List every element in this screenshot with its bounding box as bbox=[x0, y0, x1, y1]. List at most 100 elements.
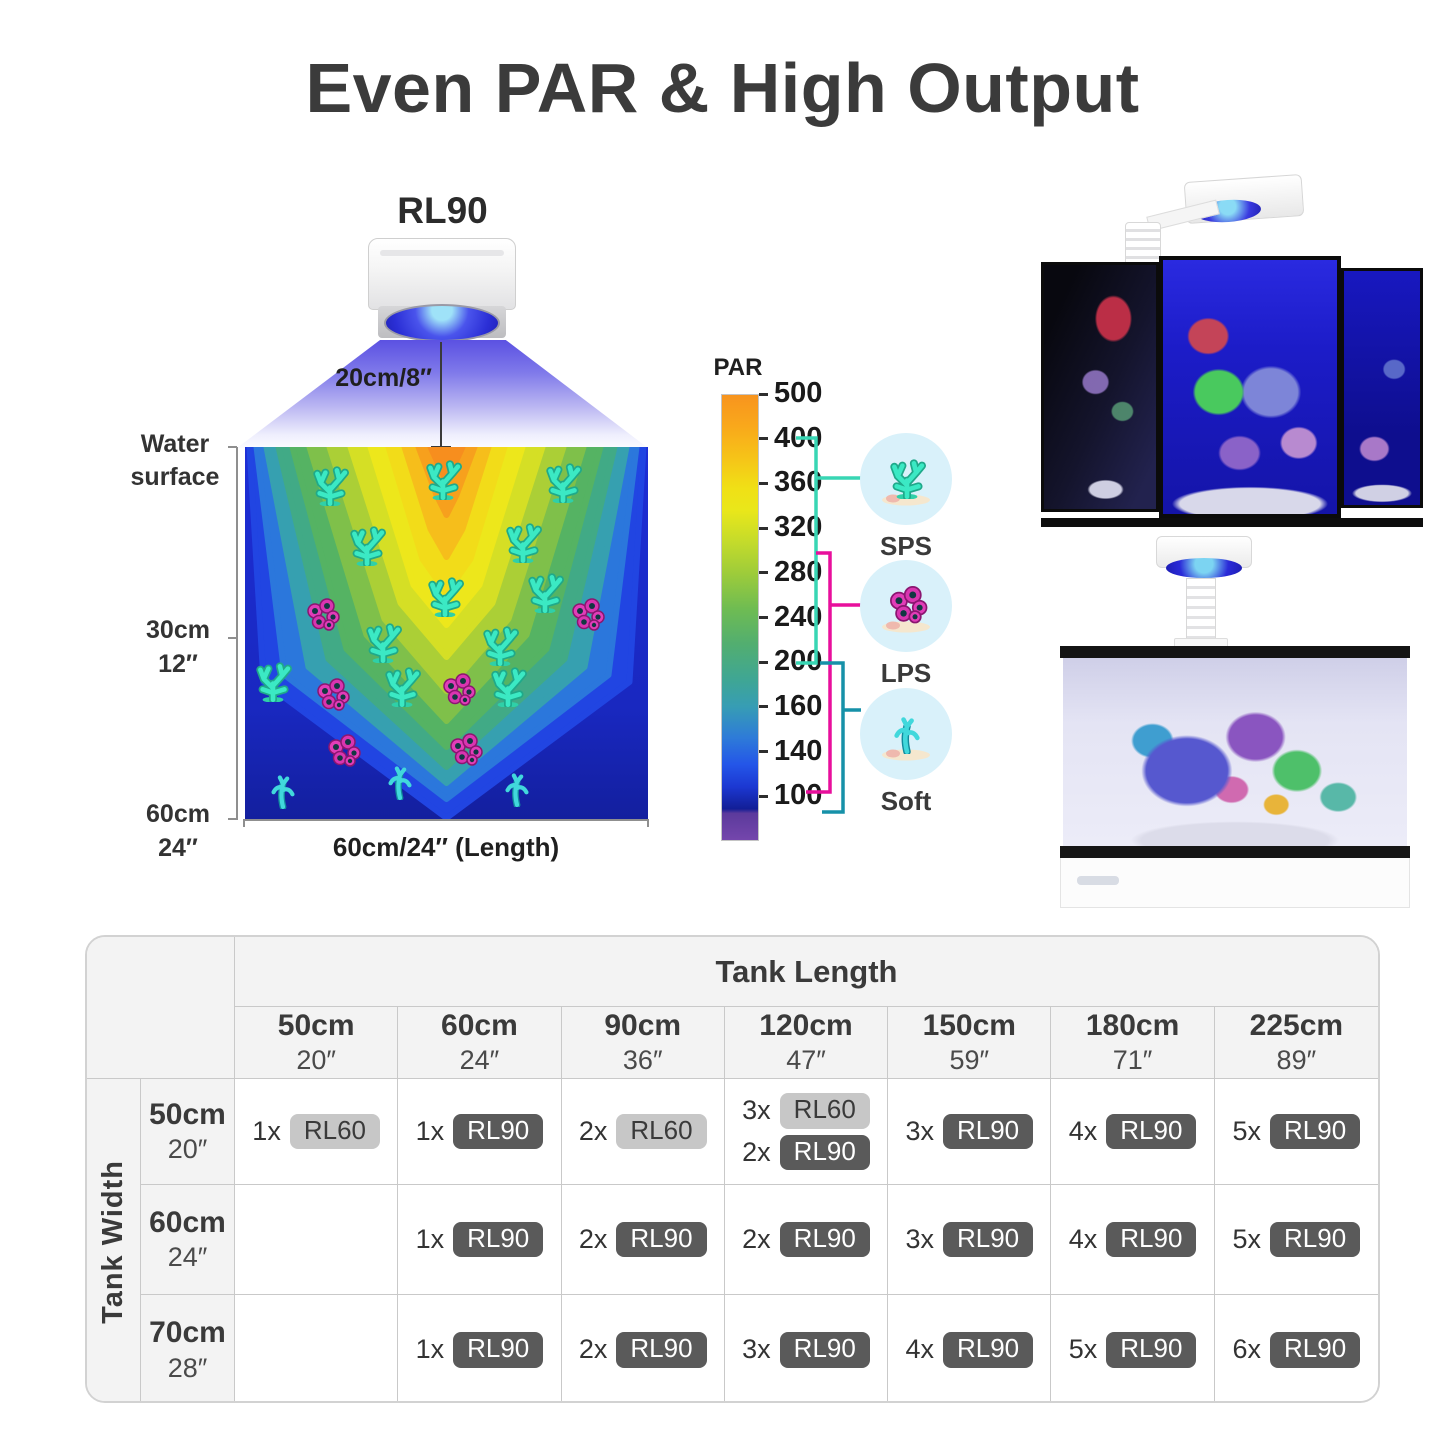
quantity: 4x bbox=[905, 1334, 934, 1365]
distance-measure-line bbox=[440, 342, 442, 448]
axis-tick bbox=[228, 818, 237, 820]
light-config: 3x RL90 bbox=[905, 1221, 1034, 1258]
quantity: 1x bbox=[415, 1334, 445, 1365]
table-cell: 3x RL60 2x RL90 bbox=[724, 1079, 889, 1185]
column-inch: 20″ bbox=[296, 1045, 336, 1076]
tank-width-label: Tank Width bbox=[97, 1160, 129, 1324]
lps-coral-icon bbox=[302, 593, 342, 633]
table-cell: 2x RL90 bbox=[561, 1295, 725, 1401]
row-inch: 20″ bbox=[167, 1134, 208, 1165]
light-lens-icon bbox=[384, 304, 500, 342]
par-tick bbox=[759, 794, 768, 798]
column-inch: 89″ bbox=[1276, 1045, 1317, 1076]
column-inch: 36″ bbox=[622, 1045, 663, 1076]
mounted-light-lens-icon bbox=[1166, 558, 1242, 578]
lps-coral-icon bbox=[438, 668, 478, 708]
coral-layer bbox=[245, 447, 648, 819]
light-config: 2x RL90 bbox=[742, 1221, 870, 1258]
light-config: 3x RL90 bbox=[742, 1332, 870, 1368]
table-cell: 1x RL90 bbox=[398, 1079, 562, 1185]
lps-coral-icon bbox=[445, 728, 485, 768]
light-config: 4x RL90 bbox=[1069, 1221, 1197, 1258]
sps-coral-icon bbox=[540, 457, 586, 503]
column-cm: 225cm bbox=[1249, 1008, 1344, 1042]
table-cell bbox=[235, 1295, 399, 1401]
quantity: 2x bbox=[742, 1136, 771, 1167]
tank-length-header: Tank Length bbox=[235, 937, 1378, 1007]
length-axis bbox=[243, 819, 649, 821]
light-config: 2x RL90 bbox=[742, 1134, 870, 1171]
light-config: 4x RL90 bbox=[905, 1332, 1034, 1368]
tank-side-panel bbox=[1041, 262, 1159, 512]
row-header-50cm: 50cm 20″ bbox=[141, 1079, 235, 1185]
sps-coral-icon bbox=[344, 520, 390, 566]
column-header-60cm: 60cm 24″ bbox=[398, 1007, 562, 1079]
par-tick bbox=[759, 616, 768, 619]
table-cell: 2x RL90 bbox=[724, 1185, 889, 1295]
model-badge-RL90: RL90 bbox=[1270, 1113, 1361, 1150]
row-cm: 60cm bbox=[149, 1205, 226, 1239]
sps-coral-icon bbox=[420, 454, 466, 500]
soft-range-bracket bbox=[820, 661, 861, 814]
par-tick bbox=[759, 526, 768, 530]
depth-inch: 24″ bbox=[158, 833, 198, 862]
sps-coral-icon bbox=[485, 661, 531, 707]
model-badge-RL90: RL90 bbox=[942, 1332, 1034, 1368]
water-surface-label: Water surface bbox=[130, 430, 220, 491]
par-tick bbox=[759, 481, 768, 485]
lps-label: LPS bbox=[880, 658, 932, 688]
axis-tick bbox=[228, 637, 237, 639]
quantity: 2x bbox=[578, 1334, 608, 1365]
column-inch: 59″ bbox=[949, 1045, 990, 1076]
axis-tick bbox=[228, 446, 237, 448]
coral-scene bbox=[1344, 271, 1420, 505]
tank-front-panel bbox=[1159, 256, 1341, 518]
light-config: 6x RL90 bbox=[1233, 1332, 1361, 1368]
model-badge-RL90: RL90 bbox=[616, 1332, 707, 1368]
quantity: 2x bbox=[578, 1115, 608, 1146]
sps-coral-icon bbox=[500, 517, 546, 563]
light-config: 1x RL60 bbox=[252, 1113, 380, 1150]
tank-glass bbox=[1063, 658, 1407, 846]
quantity: 5x bbox=[1232, 1223, 1262, 1254]
depth-60cm-label: 60cm 24″ bbox=[136, 798, 220, 866]
column-header-180cm: 180cm 71″ bbox=[1051, 1007, 1215, 1079]
mounting-distance-label: 20cm/8″ bbox=[335, 364, 432, 392]
sps-label: SPS bbox=[879, 531, 933, 561]
model-badge-RL90: RL90 bbox=[779, 1332, 870, 1368]
column-cm: 90cm bbox=[604, 1008, 682, 1042]
quantity: 1x bbox=[415, 1223, 445, 1254]
tank-length-axis-label: 60cm/24″ (Length) bbox=[332, 832, 560, 862]
light-cone bbox=[237, 340, 648, 448]
light-config: 1x RL90 bbox=[416, 1113, 544, 1150]
brand-logo bbox=[1077, 876, 1119, 885]
par-tick-label: 500 bbox=[774, 377, 823, 409]
tank-rim bbox=[1060, 846, 1410, 858]
model-badge-RL90: RL90 bbox=[942, 1221, 1034, 1258]
light-fixture bbox=[368, 238, 516, 310]
column-cm: 150cm bbox=[922, 1008, 1016, 1042]
row-inch: 28″ bbox=[167, 1352, 208, 1383]
par-tick-label: 160 bbox=[774, 689, 823, 722]
model-badge-RL90: RL90 bbox=[616, 1221, 707, 1258]
table-cell: 4x RL90 bbox=[1051, 1079, 1215, 1185]
par-tick bbox=[759, 705, 768, 709]
row-inch: 24″ bbox=[167, 1242, 208, 1273]
lps-coral-icon bbox=[323, 729, 363, 769]
sps-coral-icon bbox=[250, 656, 296, 702]
column-cm: 120cm bbox=[759, 1008, 853, 1042]
table-cell: 4x RL90 bbox=[1051, 1185, 1215, 1295]
aquarium-photo-cabinet bbox=[1040, 532, 1430, 908]
light-fixture-groove bbox=[380, 250, 504, 256]
quantity: 3x bbox=[742, 1095, 771, 1126]
par-tick bbox=[759, 660, 768, 664]
tank-rim bbox=[1060, 646, 1410, 658]
reef-tank bbox=[1060, 646, 1410, 858]
column-inch: 24″ bbox=[459, 1045, 500, 1076]
model-badge-RL90: RL90 bbox=[1270, 1332, 1361, 1368]
row-header-60cm: 60cm 24″ bbox=[141, 1185, 235, 1295]
axis-tick bbox=[243, 819, 245, 827]
par-colorbar bbox=[721, 394, 759, 841]
par-tick bbox=[759, 750, 768, 754]
soft-coral-icon bbox=[496, 765, 538, 807]
